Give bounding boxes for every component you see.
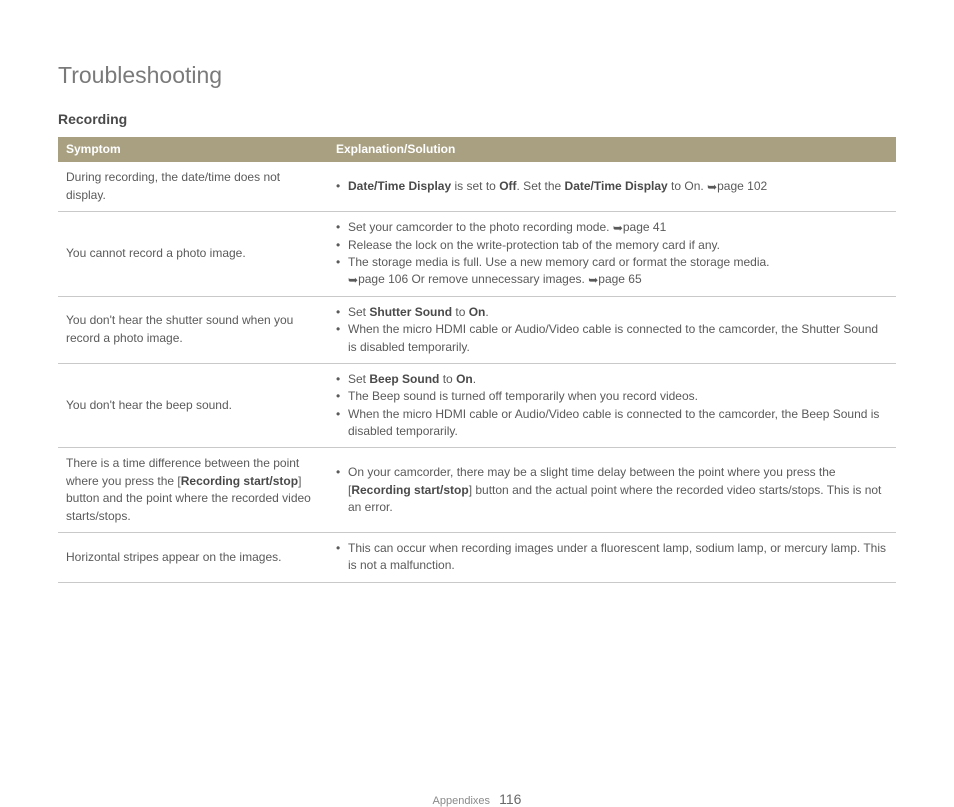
solution-cell: Date/Time Display is set to Off. Set the…	[328, 162, 896, 211]
page-title: Troubleshooting	[58, 62, 896, 89]
symptom-cell: There is a time difference between the p…	[58, 448, 328, 533]
solution-item: When the micro HDMI cable or Audio/Video…	[336, 406, 888, 441]
text: to On.	[668, 179, 707, 193]
page-ref: page 65	[598, 272, 641, 286]
text: Set	[348, 305, 369, 319]
bold-text: Date/Time Display	[565, 179, 668, 193]
text: .	[485, 305, 488, 319]
text: to	[452, 305, 469, 319]
bold-text: Shutter Sound	[369, 305, 452, 319]
solution-item: Release the lock on the write-protection…	[336, 237, 888, 254]
col-symptom: Symptom	[58, 137, 328, 162]
solution-item: The storage media is full. Use a new mem…	[336, 254, 888, 289]
bold-text: On	[456, 372, 473, 386]
troubleshooting-table: Symptom Explanation/Solution During reco…	[58, 137, 896, 583]
page-ref: page 102	[717, 179, 767, 193]
section-heading: Recording	[58, 111, 896, 127]
page-ref-icon: ➥	[348, 272, 358, 289]
text: to	[439, 372, 456, 386]
bold-text: Off	[499, 179, 516, 193]
text: Or remove unnecessary images.	[408, 272, 588, 286]
text: Set your camcorder to the photo recordin…	[348, 220, 613, 234]
solution-cell: Set your camcorder to the photo recordin…	[328, 212, 896, 297]
page-ref-icon: ➥	[588, 272, 598, 289]
solution-item: The Beep sound is turned off temporarily…	[336, 388, 888, 405]
page-ref: page 106	[358, 272, 408, 286]
footer-page-number: 116	[499, 791, 521, 807]
solution-item: Set your camcorder to the photo recordin…	[336, 219, 888, 236]
col-solution: Explanation/Solution	[328, 137, 896, 162]
solution-cell: On your camcorder, there may be a slight…	[328, 448, 896, 533]
text: . Set the	[517, 179, 565, 193]
bold-text: Recording start/stop	[351, 483, 468, 497]
table-row: During recording, the date/time does not…	[58, 162, 896, 211]
solution-cell: Set Shutter Sound to On. When the micro …	[328, 296, 896, 363]
bold-text: On	[469, 305, 486, 319]
solution-item: When the micro HDMI cable or Audio/Video…	[336, 321, 888, 356]
solution-item: On your camcorder, there may be a slight…	[336, 464, 888, 516]
table-row: There is a time difference between the p…	[58, 448, 896, 533]
text: is set to	[451, 179, 499, 193]
page-ref-icon: ➥	[707, 179, 717, 196]
solution-item: Date/Time Display is set to Off. Set the…	[336, 178, 888, 195]
symptom-cell: You cannot record a photo image.	[58, 212, 328, 297]
bold-text: Beep Sound	[369, 372, 439, 386]
bold-text: Recording start/stop	[181, 474, 298, 488]
solution-item: Set Beep Sound to On.	[336, 371, 888, 388]
solution-cell: Set Beep Sound to On. The Beep sound is …	[328, 363, 896, 448]
table-row: You don't hear the shutter sound when yo…	[58, 296, 896, 363]
solution-item: Set Shutter Sound to On.	[336, 304, 888, 321]
page-footer: Appendixes 116	[58, 791, 896, 807]
text: .	[473, 372, 476, 386]
footer-section: Appendixes	[433, 795, 491, 807]
bold-text: Date/Time Display	[348, 179, 451, 193]
solution-item: This can occur when recording images und…	[336, 540, 888, 575]
text: Set	[348, 372, 369, 386]
symptom-cell: You don't hear the shutter sound when yo…	[58, 296, 328, 363]
table-row: Horizontal stripes appear on the images.…	[58, 533, 896, 583]
solution-cell: This can occur when recording images und…	[328, 533, 896, 583]
text: The storage media is full. Use a new mem…	[348, 255, 770, 269]
symptom-cell: During recording, the date/time does not…	[58, 162, 328, 211]
table-row: You don't hear the beep sound. Set Beep …	[58, 363, 896, 448]
symptom-cell: Horizontal stripes appear on the images.	[58, 533, 328, 583]
page-ref-icon: ➥	[613, 220, 623, 237]
page-ref: page 41	[623, 220, 666, 234]
symptom-cell: You don't hear the beep sound.	[58, 363, 328, 448]
table-row: You cannot record a photo image. Set you…	[58, 212, 896, 297]
